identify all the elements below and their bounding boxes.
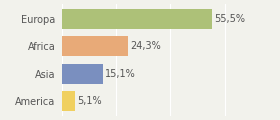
Bar (62, 91, 76, 111)
Bar (62, 64, 103, 84)
Text: 15,1%: 15,1% (105, 69, 136, 79)
Bar (62, 9, 213, 29)
Bar (62, 36, 128, 56)
Text: 55,5%: 55,5% (214, 14, 246, 24)
Text: 24,3%: 24,3% (130, 41, 160, 51)
Text: 5,1%: 5,1% (78, 96, 102, 106)
